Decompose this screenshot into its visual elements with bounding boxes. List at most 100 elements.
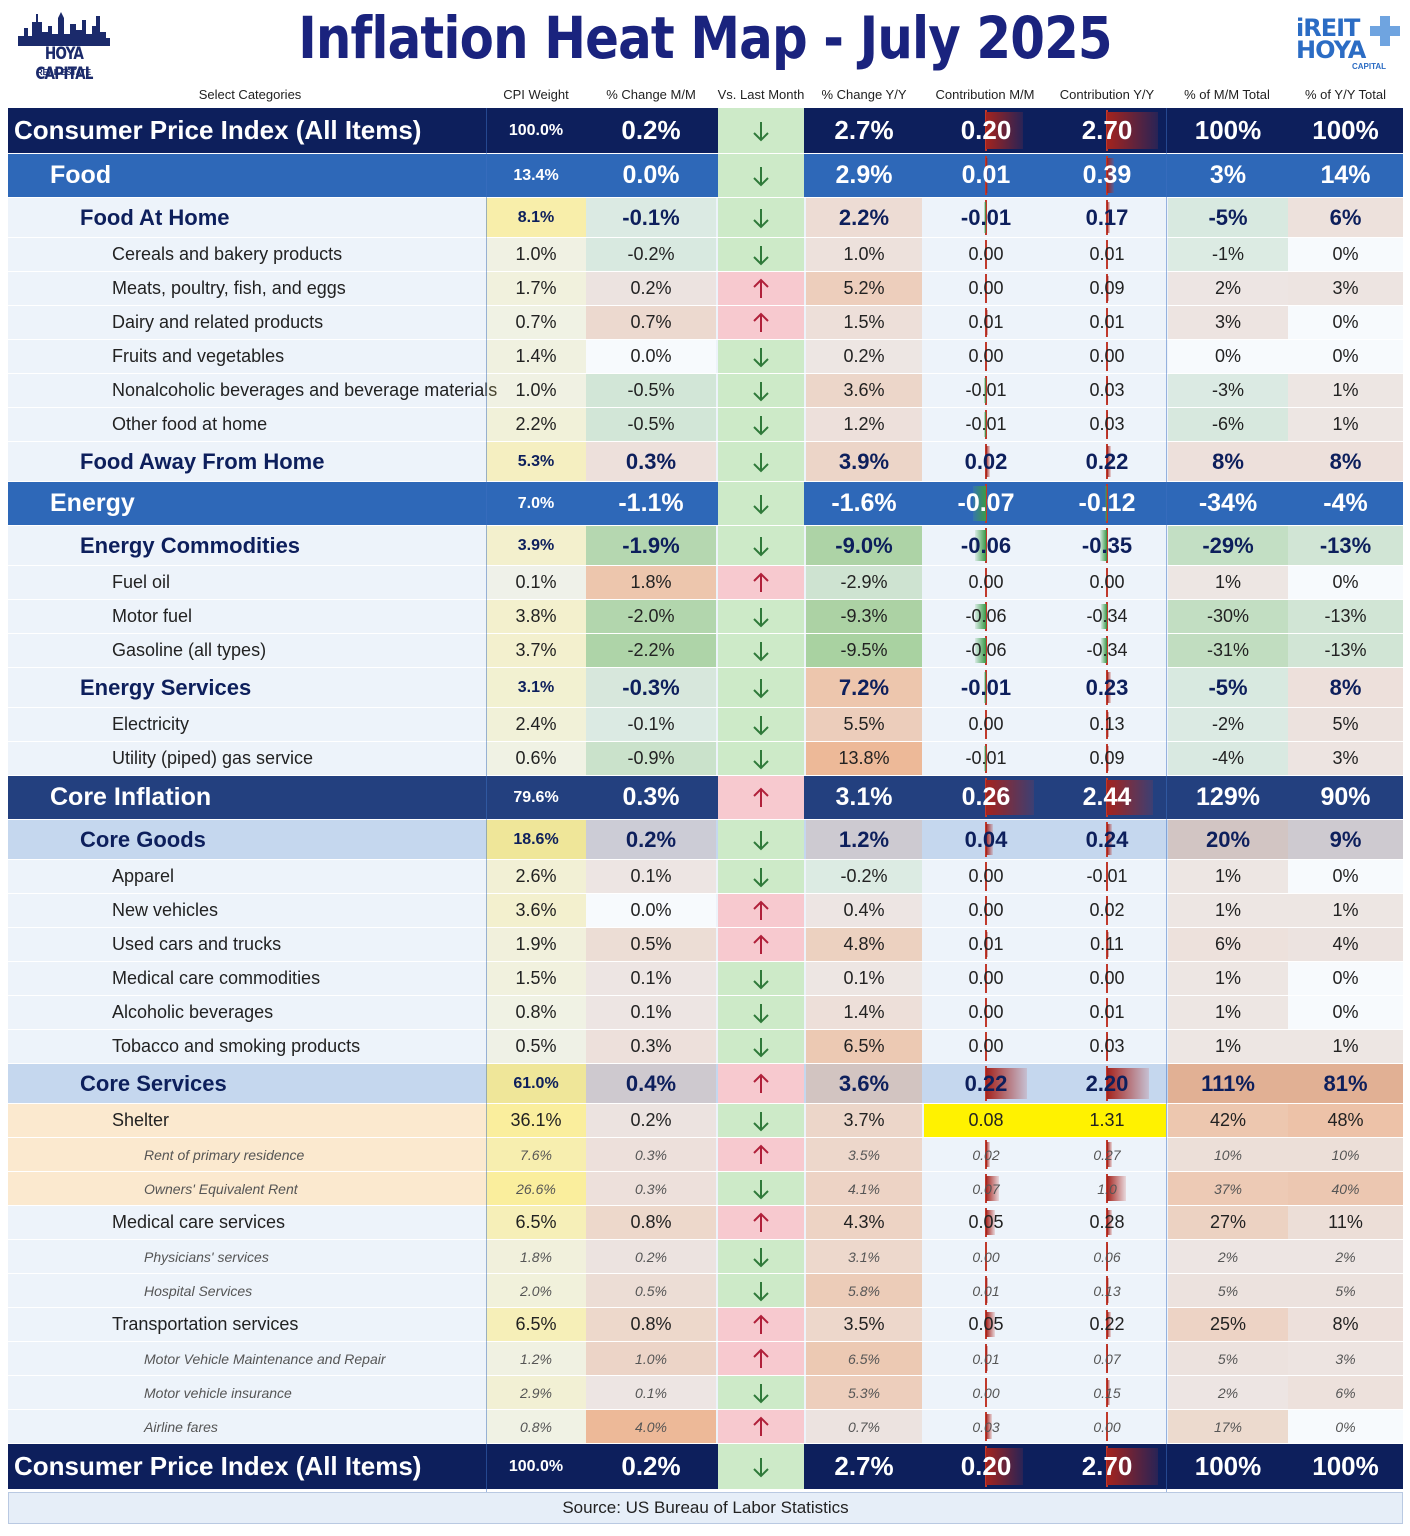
cpi-weight: 100.0% — [486, 1444, 586, 1489]
contribution-yy-value: 0.01 — [1089, 1002, 1125, 1022]
change-mm-value: 0.1% — [630, 968, 672, 988]
pct-mm-total: 3% — [1168, 154, 1288, 197]
row-label: Cereals and bakery products — [8, 238, 486, 271]
arrow-down-icon — [718, 820, 804, 859]
change-yy-value: 4.1% — [848, 1180, 880, 1197]
row-label: New vehicles — [8, 894, 486, 927]
pct-mm-total: 5% — [1168, 1342, 1288, 1375]
pct-mm-total: -29% — [1168, 526, 1288, 565]
contribution-yy-bar — [1100, 638, 1107, 663]
cpi-weight-value: 1.2% — [520, 1350, 552, 1367]
row-label-value: Transportation services — [112, 1314, 299, 1334]
pct-yy-total-value: -13% — [1324, 640, 1367, 660]
contribution-yy-bar — [1107, 202, 1111, 233]
table-row: Other food at home 2.2% -0.5% 1.2% -0.01 0.03… — [8, 408, 1403, 442]
contribution-yy-value: 2.70 — [1081, 115, 1133, 145]
contribution-mm: -0.07 — [924, 482, 1048, 525]
row-label: Dairy and related products — [8, 306, 486, 339]
cpi-weight-value: 1.0% — [515, 380, 557, 400]
change-mm-value: 0.8% — [630, 1314, 672, 1334]
change-mm: 0.2% — [586, 108, 716, 153]
change-mm-value: -0.5% — [627, 380, 675, 400]
cpi-weight-value: 3.9% — [517, 536, 555, 554]
change-yy: 6.5% — [806, 1030, 922, 1063]
cpi-weight-value: 0.5% — [515, 1036, 557, 1056]
contribution-yy: 2.44 — [1048, 776, 1166, 819]
arrow-up-icon — [718, 1064, 804, 1103]
contribution-mm-value: -0.01 — [965, 748, 1007, 768]
contribution-mm-bar — [984, 412, 986, 437]
cpi-weight: 100.0% — [486, 108, 586, 153]
pct-mm-total-value: -29% — [1202, 532, 1254, 558]
colhead-category: Select Categories — [198, 87, 302, 102]
contribution-yy: 0.39 — [1048, 154, 1166, 197]
arrow-up-icon — [718, 1206, 804, 1239]
contribution-yy-bar — [1107, 1068, 1149, 1099]
cpi-weight: 0.1% — [486, 566, 586, 599]
pct-yy-total: 1% — [1288, 1030, 1403, 1063]
cpi-weight-value: 0.7% — [515, 312, 557, 332]
arrow-down-icon — [718, 860, 804, 893]
row-label-value: Physicians' services — [144, 1248, 269, 1265]
contribution-yy: 0.03 — [1048, 408, 1166, 441]
pct-yy-total: 0% — [1288, 1410, 1403, 1443]
arrow-down-icon — [718, 108, 804, 153]
change-mm-value: 0.3% — [630, 1036, 672, 1056]
contribution-yy-bar — [1107, 1312, 1112, 1337]
cpi-weight-value: 1.4% — [515, 346, 557, 366]
contribution-mm-bar — [986, 112, 1024, 149]
cpi-weight: 1.2% — [486, 1342, 586, 1375]
change-mm-value: 0.4% — [625, 1070, 677, 1096]
row-label: Core Inflation — [8, 776, 486, 819]
contribution-mm-bar — [986, 1142, 990, 1167]
contribution-mm: -0.01 — [924, 408, 1048, 441]
colhead-cy: Contribution Y/Y — [1059, 87, 1155, 102]
change-mm-value: 0.3% — [622, 783, 680, 811]
cpi-weight-value: 0.8% — [515, 1002, 557, 1022]
arrow-down-icon — [718, 442, 804, 481]
change-yy-value: -2.9% — [840, 572, 888, 592]
pct-mm-total-value: 0% — [1214, 346, 1241, 366]
change-yy: 1.5% — [806, 306, 922, 339]
contribution-yy-bar — [1107, 1278, 1110, 1303]
pct-mm-total: 20% — [1168, 820, 1288, 859]
cpi-weight-value: 1.7% — [515, 278, 557, 298]
row-label-value: Utility (piped) gas service — [112, 748, 314, 768]
contribution-yy-bar — [1107, 932, 1110, 957]
change-mm-value: -0.1% — [627, 714, 675, 734]
pct-yy-total-value: 4% — [1332, 934, 1359, 954]
pct-yy-total: -13% — [1288, 600, 1403, 633]
row-label-value: Hospital Services — [144, 1282, 253, 1299]
change-mm: -1.9% — [586, 526, 716, 565]
arrow-up-icon — [718, 306, 804, 339]
pct-yy-total: 1% — [1288, 408, 1403, 441]
contribution-mm-value: -0.01 — [960, 674, 1012, 700]
cpi-weight: 2.2% — [486, 408, 586, 441]
change-mm: 1.8% — [586, 566, 716, 599]
contribution-mm: -0.06 — [924, 634, 1048, 667]
contribution-mm: 0.00 — [924, 1240, 1048, 1273]
contribution-yy-value: 0.15 — [1093, 1384, 1121, 1401]
contribution-mm-value: 0.26 — [961, 783, 1011, 811]
contribution-mm-axis — [985, 342, 987, 371]
change-mm: 0.5% — [586, 1274, 716, 1307]
contribution-mm-value: 0.22 — [964, 1070, 1008, 1096]
pct-yy-total: 0% — [1288, 306, 1403, 339]
pct-mm-total: 1% — [1168, 894, 1288, 927]
pct-yy-total-value: 0% — [1332, 244, 1359, 264]
contribution-mm-value: 0.00 — [968, 572, 1004, 592]
table-row: Transportation services 6.5% 0.8% 3.5% 0.05 0… — [8, 1308, 1403, 1342]
arrow-down-icon — [718, 1376, 804, 1409]
row-label: Medical care commodities — [8, 962, 486, 995]
row-label: Fuel oil — [8, 566, 486, 599]
contribution-yy: 0.15 — [1048, 1376, 1166, 1409]
row-label: Tobacco and smoking products — [8, 1030, 486, 1063]
cpi-weight: 3.8% — [486, 600, 586, 633]
contribution-mm-value: -0.07 — [957, 489, 1015, 517]
ireit-hoya-logo: iREIT HOYA CAPITAL — [1290, 14, 1400, 74]
cpi-weight: 3.7% — [486, 634, 586, 667]
row-label-value: Fruits and vegetables — [112, 346, 285, 366]
cpi-weight-value: 2.9% — [520, 1384, 552, 1401]
change-yy: 1.2% — [806, 820, 922, 859]
change-yy-value: -1.6% — [831, 489, 897, 517]
